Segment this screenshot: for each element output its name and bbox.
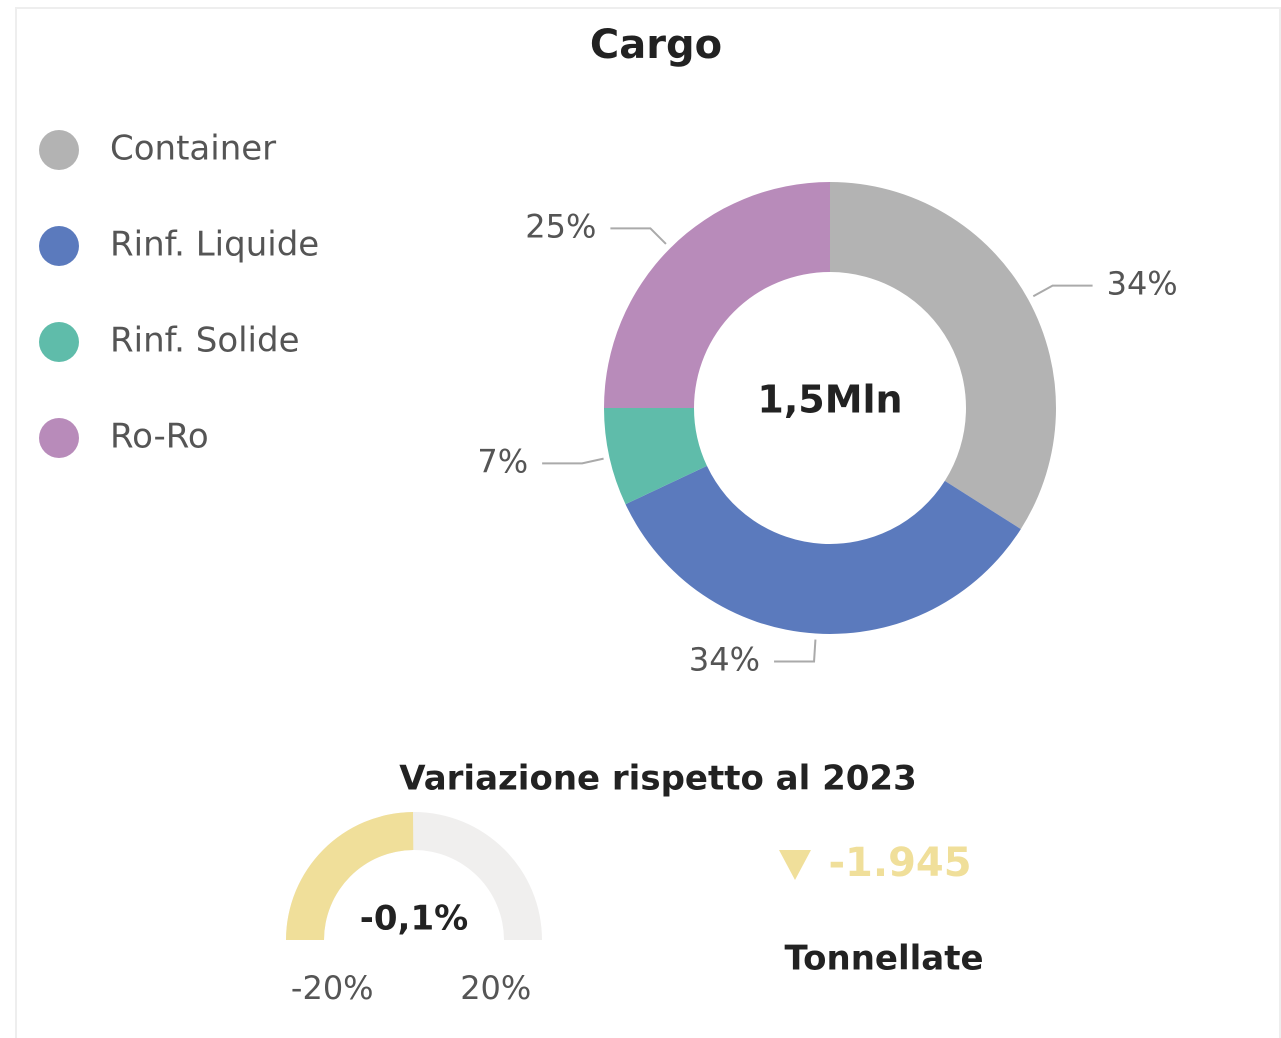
legend-label: Container [110, 129, 276, 169]
kpi-unit: Tonnellate [784, 939, 983, 979]
legend-swatch [39, 322, 79, 362]
chart-title: Cargo [590, 22, 722, 68]
leader-line [774, 639, 817, 663]
kpi-down-icon [779, 850, 811, 880]
kpi-value: -1.945 [828, 840, 971, 886]
gauge-tick-label: 20% [460, 969, 531, 1007]
legend-swatch [39, 226, 79, 266]
center-label: 1,5Mln [757, 378, 902, 422]
leader-line [1032, 284, 1093, 298]
data-label: 25% [525, 207, 596, 245]
legend-label: Rinf. Liquide [110, 225, 319, 265]
leader-line [610, 227, 667, 245]
data-label: 34% [689, 640, 760, 678]
gauge-value-label: -0,1% [360, 899, 468, 939]
donut-segment [625, 465, 1021, 634]
donut-segment [830, 182, 1056, 530]
legend-label: Rinf. Solide [110, 321, 300, 361]
leader-line [542, 457, 604, 465]
legend-swatch [39, 130, 79, 170]
legend-swatch [39, 418, 79, 458]
gauge-fill [286, 812, 414, 940]
donut-segment [604, 408, 707, 505]
legend-label: Ro-Ro [110, 417, 209, 457]
gauge-title: Variazione rispetto al 2023 [399, 759, 917, 799]
data-label: 7% [477, 442, 528, 480]
data-label: 34% [1107, 265, 1178, 303]
gauge-tick-label: -20% [291, 969, 374, 1007]
donut-segment [604, 182, 830, 408]
